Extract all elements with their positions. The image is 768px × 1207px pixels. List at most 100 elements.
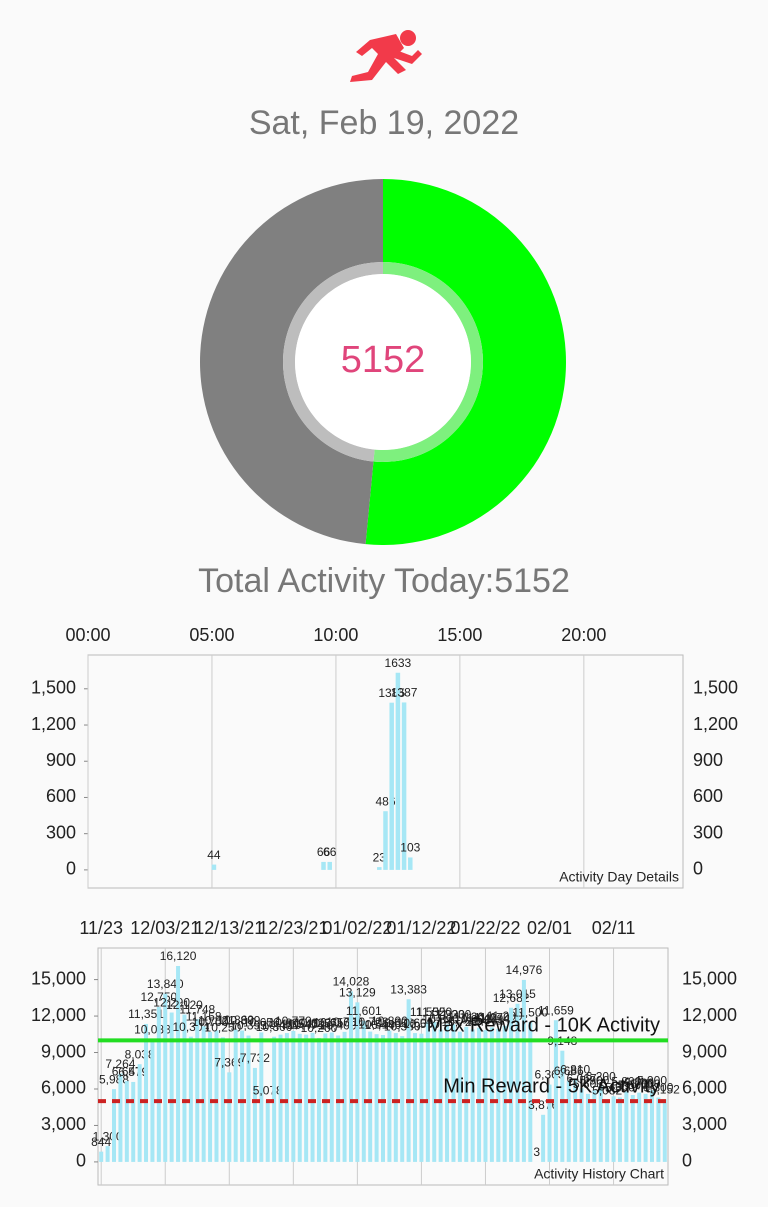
y-tick-label: 1,200: [31, 714, 76, 734]
value-label: 10,300: [256, 1020, 293, 1034]
bar: [408, 857, 413, 870]
bar: [208, 1031, 213, 1162]
value-label: 7,732: [240, 1051, 270, 1065]
value-label: 10,304: [173, 1020, 210, 1034]
value-label: 10,900: [454, 1013, 491, 1027]
plot-frame: [97, 947, 669, 1186]
x-tick-label: 02/01: [527, 918, 572, 938]
bar: [624, 1091, 629, 1162]
bar: [284, 1033, 289, 1162]
value-label: 11,158: [186, 1009, 222, 1023]
value-label: 10,809: [224, 1014, 261, 1028]
y2-tick-label: 1,500: [693, 678, 738, 698]
value-label: 10,510: [358, 1017, 395, 1031]
bar: [483, 1030, 488, 1162]
bar: [649, 1090, 654, 1162]
value-label: 10,350: [384, 1019, 421, 1033]
y-tick-label: 3,000: [41, 1114, 86, 1134]
bar: [413, 1033, 418, 1162]
y2-tick-label: 0: [693, 859, 703, 879]
bar: [547, 1084, 552, 1162]
bar: [240, 1030, 245, 1162]
value-label: 5,400: [599, 1079, 629, 1093]
value-label: 13,129: [339, 986, 376, 1000]
value-label: 12,120: [166, 998, 203, 1012]
bar: [272, 1036, 277, 1162]
bar: [323, 1033, 328, 1162]
bar: [214, 1030, 219, 1162]
value-label: 16,120: [160, 949, 197, 963]
bar: [662, 1099, 667, 1162]
bar: [342, 1031, 347, 1162]
value-label: 10,841: [467, 1013, 504, 1027]
value-label: 10,250: [205, 1021, 242, 1035]
bar: [573, 1079, 578, 1162]
reference-label: Min Reward - 5K Activity: [443, 1075, 660, 1097]
value-label: 11,200: [487, 1009, 523, 1023]
bar: [327, 861, 332, 870]
value-label: 10,600: [269, 1016, 306, 1030]
y2-tick-label: 600: [693, 786, 723, 806]
value-label: 5,900: [579, 1073, 609, 1087]
value-label: 14,028: [333, 975, 370, 989]
x-tick-label: 10:00: [313, 625, 358, 645]
value-label: 103: [400, 841, 420, 855]
bar: [400, 1036, 405, 1162]
value-label: 5,300: [643, 1081, 673, 1095]
value-label: 11,659: [538, 1003, 574, 1017]
value-label: 10,770: [275, 1014, 312, 1028]
runner-icon: [350, 30, 422, 82]
bar: [630, 1095, 635, 1162]
bar: [150, 1039, 155, 1162]
bar: [310, 1032, 315, 1162]
value-label: 5,500: [618, 1078, 648, 1092]
donut-segment: [365, 179, 566, 545]
value-label: 10,890: [422, 1013, 459, 1027]
y2-tick-label: 1,200: [693, 714, 738, 734]
bar: [329, 1032, 334, 1162]
value-label: 10,700: [192, 1015, 229, 1029]
bar: [656, 1097, 661, 1162]
bar: [592, 1090, 597, 1162]
bar: [389, 702, 394, 870]
value-label: 5,800: [611, 1075, 641, 1089]
bar: [432, 1021, 437, 1162]
bar: [374, 1034, 379, 1162]
bar: [316, 1037, 321, 1162]
value-label: 12,750: [140, 990, 177, 1004]
bar: [395, 672, 401, 870]
bar: [579, 1088, 584, 1162]
chart-annotation: Activity Day Details: [559, 869, 679, 885]
value-label: 1,300: [93, 1129, 123, 1143]
bar: [259, 1032, 264, 1162]
x-tick-label: 20:00: [561, 625, 606, 645]
donut-center: [295, 274, 471, 450]
x-tick-label: 05:00: [189, 625, 234, 645]
value-label: 7,264: [105, 1057, 135, 1071]
center-value: 5152: [341, 339, 426, 381]
y-tick-label: 0: [76, 1151, 86, 1171]
bar: [99, 1151, 104, 1162]
value-label: 10,395: [230, 1019, 267, 1033]
value-label: 10,200: [301, 1021, 338, 1035]
value-label: 10,620: [294, 1016, 331, 1030]
bar: [265, 1100, 270, 1162]
bar: [585, 1093, 590, 1162]
bar: [195, 1019, 200, 1162]
y2-tick-label: 0: [682, 1151, 692, 1171]
x-tick-label: 00:00: [65, 625, 110, 645]
y2-tick-label: 15,000: [682, 968, 737, 988]
bar: [445, 1024, 450, 1162]
value-label: 1633: [385, 656, 412, 670]
value-label: 11,601: [346, 1004, 382, 1018]
value-label: 6,200: [586, 1070, 616, 1084]
bar: [321, 861, 326, 870]
bar: [112, 1089, 117, 1162]
bar: [637, 1092, 642, 1162]
value-label: 23: [373, 850, 387, 864]
bar: [137, 1064, 142, 1162]
bar: [419, 1033, 424, 1162]
value-label: 5,600: [573, 1077, 603, 1091]
x-tick-label: 12/23/21: [258, 918, 328, 938]
